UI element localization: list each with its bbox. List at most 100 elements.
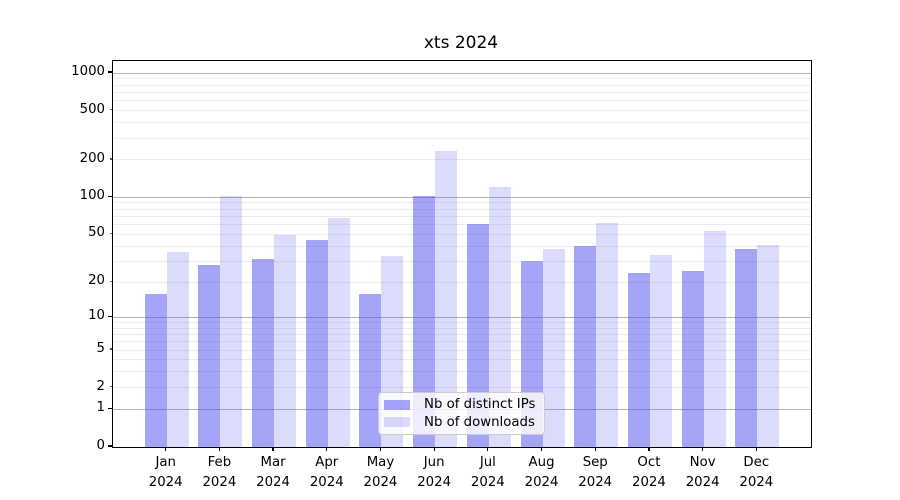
gridline-minor	[113, 100, 811, 102]
bar-downloads	[220, 196, 243, 447]
gridline-minor	[113, 327, 811, 329]
bar-downloads	[327, 217, 350, 447]
bar-downloads	[274, 235, 297, 447]
y-axis-tick	[108, 71, 112, 73]
x-tick-year: 2024	[148, 474, 183, 490]
bar-distinct-ips	[627, 272, 650, 447]
bar-downloads	[166, 251, 189, 447]
x-tick-month: Mar	[260, 455, 286, 470]
y-axis-tick	[108, 407, 112, 410]
gridline-minor	[113, 245, 811, 247]
x-axis-tick	[487, 447, 489, 451]
bar-distinct-ips	[413, 196, 436, 447]
plot-area	[112, 60, 812, 448]
gridline-minor	[113, 349, 811, 351]
x-axis-tick-label: Nov 2024	[673, 453, 733, 492]
legend-entry-distinct-ips: Nb of distinct IPs	[384, 396, 536, 414]
x-axis-tick-label: Apr 2024	[297, 453, 357, 492]
x-tick-year: 2024	[309, 474, 344, 490]
bar-distinct-ips	[144, 293, 167, 447]
y-axis-tick-label: 200	[79, 150, 105, 166]
x-tick-month: Feb	[207, 455, 232, 470]
y-axis-tick-label: 10	[88, 308, 105, 324]
gridline-minor	[113, 110, 811, 112]
x-tick-month: Sep	[582, 455, 608, 470]
gridline-minor	[113, 333, 811, 335]
x-tick-month: Jan	[155, 455, 176, 470]
x-axis-tick-label: Aug 2024	[512, 453, 572, 492]
gridline-minor	[113, 321, 811, 323]
x-tick-year: 2024	[632, 474, 666, 490]
x-axis-tick	[326, 447, 328, 451]
x-axis-tick	[433, 447, 435, 451]
bar-downloads	[649, 254, 672, 447]
y-axis-tick-label: 500	[79, 101, 105, 117]
gridline-minor	[113, 260, 811, 262]
gridline-minor	[113, 159, 811, 161]
x-tick-year: 2024	[363, 474, 398, 490]
x-axis-tick-label: Mar 2024	[243, 453, 303, 492]
gridline-minor	[113, 233, 811, 235]
bar-downloads	[703, 231, 726, 447]
x-axis-tick-label: Feb 2024	[189, 453, 249, 492]
y-axis-tick-label: 1000	[71, 64, 105, 80]
y-axis-tick	[109, 280, 112, 282]
gridline-minor	[113, 224, 811, 225]
bar-distinct-ips	[466, 223, 489, 447]
y-axis-tick-label: 0	[96, 438, 105, 453]
bar-downloads	[596, 222, 619, 447]
gridline-minor	[113, 208, 811, 210]
gridline-minor	[113, 341, 811, 343]
x-tick-year: 2024	[202, 474, 237, 490]
x-tick-month: Jun	[423, 455, 445, 470]
gridline-minor	[113, 78, 811, 80]
x-axis-tick	[379, 447, 382, 451]
y-axis-tick-label: 2	[96, 378, 105, 394]
x-axis-tick	[648, 447, 650, 451]
x-tick-year: 2024	[256, 474, 290, 490]
gridline-major	[113, 196, 811, 198]
x-axis-tick-label: Jan 2024	[136, 453, 196, 492]
bar-distinct-ips	[681, 270, 704, 447]
legend-swatch-distinct-ips	[384, 399, 410, 410]
gridline-major	[113, 72, 811, 74]
gridline-minor	[113, 91, 811, 93]
y-axis-tick	[108, 315, 112, 317]
x-tick-year: 2024	[470, 474, 505, 490]
gridline-minor	[113, 215, 811, 217]
bar-distinct-ips	[359, 293, 382, 447]
y-axis-tick	[109, 158, 112, 160]
x-axis-tick-label: Sep 2024	[565, 453, 625, 492]
y-axis-tick-label: 1	[96, 400, 105, 416]
y-axis-tick-label: 100	[79, 188, 105, 204]
x-axis-tick	[755, 447, 757, 451]
x-tick-month: Jul	[479, 455, 496, 470]
legend-label-distinct-ips: Nb of distinct IPs	[424, 397, 536, 413]
y-axis-tick-label: 5	[96, 341, 105, 357]
x-axis-tick-label: Jun 2024	[404, 453, 464, 492]
x-tick-year: 2024	[417, 474, 452, 490]
x-axis-tick	[272, 447, 274, 451]
gridline-minor	[113, 359, 811, 361]
gridline-minor	[113, 137, 811, 139]
x-tick-month: Oct	[637, 455, 661, 470]
y-axis-tick-label: 50	[88, 225, 105, 241]
x-axis-tick	[540, 447, 543, 451]
y-axis-tick	[109, 232, 112, 234]
gridline-minor	[113, 202, 811, 204]
gridline-minor	[113, 387, 811, 389]
bar-distinct-ips	[574, 246, 597, 447]
y-axis-tick-label: 20	[88, 273, 105, 289]
x-tick-year: 2024	[739, 474, 774, 490]
legend-label-downloads: Nb of downloads	[424, 414, 535, 430]
y-axis-tick	[109, 348, 112, 350]
gridline-minor	[113, 281, 811, 283]
gridline-minor	[113, 371, 811, 373]
x-tick-year: 2024	[524, 474, 559, 490]
x-tick-month: Dec	[743, 455, 770, 470]
bar-downloads	[542, 248, 565, 447]
bar-downloads	[757, 244, 780, 447]
legend-swatch-downloads	[384, 417, 410, 428]
y-axis-tick	[109, 108, 112, 111]
